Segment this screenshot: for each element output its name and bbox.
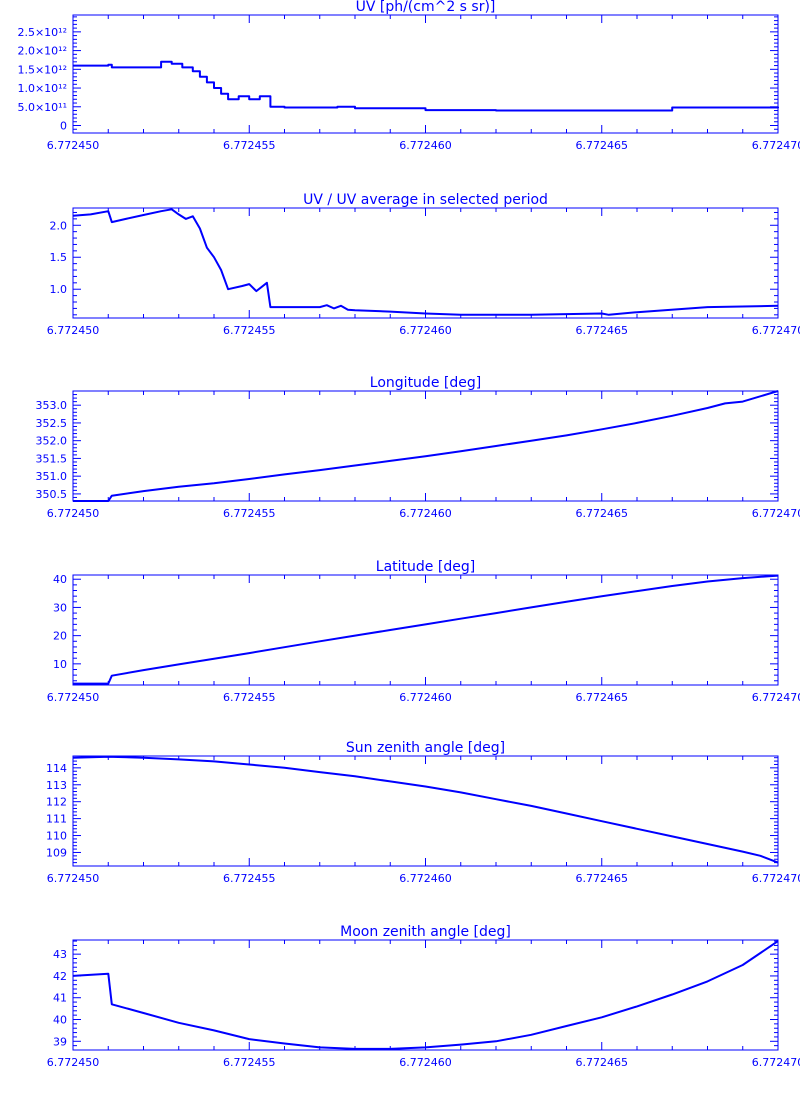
x-tick-label: 6.772450 xyxy=(47,324,100,337)
plot-frame xyxy=(72,14,779,134)
x-tick-label: 6.772465 xyxy=(576,691,629,704)
x-tick-label: 6.772460 xyxy=(399,1056,452,1069)
y-tick-label: 2.0 xyxy=(50,219,68,232)
y-tick-label: 42 xyxy=(53,970,67,983)
plot-frame xyxy=(72,207,779,319)
x-tick-label: 6.772450 xyxy=(47,691,100,704)
x-tick-label: 6.772460 xyxy=(399,507,452,520)
y-tick-label: 350.5 xyxy=(36,488,68,501)
x-tick-label: 6.772455 xyxy=(223,691,276,704)
x-tick-label: 6.772470 xyxy=(752,1056,800,1069)
x-tick-label: 6.772465 xyxy=(576,139,629,152)
y-tick-label: 351.0 xyxy=(36,470,68,483)
plot-frame xyxy=(72,574,779,686)
series-line-1 xyxy=(72,755,779,864)
y-tick-label: 2.0×10¹² xyxy=(17,45,67,58)
y-tick-label: 113 xyxy=(46,779,67,792)
chart-title: UV [ph/(cm^2 s sr)] xyxy=(356,0,496,15)
chart-title: Moon zenith angle [deg] xyxy=(340,924,511,940)
x-tick-label: 6.772455 xyxy=(223,1056,276,1069)
y-tick-label: 353.0 xyxy=(36,399,68,412)
x-tick-label: 6.772455 xyxy=(223,139,276,152)
x-tick-label: 6.772460 xyxy=(399,691,452,704)
x-tick-label: 6.772470 xyxy=(752,872,800,885)
y-tick-label: 0 xyxy=(60,120,67,133)
chart-title: Sun zenith angle [deg] xyxy=(346,740,505,756)
y-tick-label: 110 xyxy=(46,830,67,843)
x-tick-label: 6.772455 xyxy=(223,324,276,337)
y-tick-label: 41 xyxy=(53,992,67,1005)
x-tick-label: 6.772465 xyxy=(576,507,629,520)
chart-panel-1: UV [ph/(cm^2 s sr)] 6.772450 6.772455 6.772… xyxy=(17,0,800,152)
x-tick-label: 6.772465 xyxy=(576,324,629,337)
series-line-1 xyxy=(73,60,779,112)
y-tick-label: 39 xyxy=(53,1035,67,1048)
series-line-1 xyxy=(73,574,779,685)
y-tick-label: 40 xyxy=(53,573,67,586)
y-tick-label: 352.0 xyxy=(36,435,68,448)
y-tick-label: 10 xyxy=(53,658,67,671)
y-tick-label: 20 xyxy=(53,630,67,643)
x-tick-label: 6.772450 xyxy=(47,507,100,520)
x-tick-label: 6.772460 xyxy=(399,324,452,337)
y-tick-label: 351.5 xyxy=(36,452,68,465)
chart-title: Latitude [deg] xyxy=(376,559,475,575)
chart-title: UV / UV average in selected period xyxy=(303,192,548,208)
plot-frame xyxy=(72,390,779,502)
chart-panel-4: Latitude [deg] 6.772450 6.772455 6.772460 6.… xyxy=(47,559,800,704)
x-tick-label: 6.772470 xyxy=(752,691,800,704)
chart-panel-5: Sun zenith angle [deg] 6.772450 6.772455 6.… xyxy=(46,740,800,885)
x-tick-label: 6.772470 xyxy=(752,139,800,152)
x-tick-label: 6.772450 xyxy=(47,872,100,885)
y-tick-label: 30 xyxy=(53,601,67,614)
y-tick-label: 114 xyxy=(46,762,67,775)
chart-title: Longitude [deg] xyxy=(370,375,481,391)
plot-frame xyxy=(72,755,779,867)
y-tick-label: 40 xyxy=(53,1014,67,1027)
x-tick-label: 6.772460 xyxy=(399,872,452,885)
y-tick-label: 5.0×10¹¹ xyxy=(17,101,67,114)
y-tick-label: 43 xyxy=(53,948,67,961)
x-tick-label: 6.772460 xyxy=(399,139,452,152)
y-tick-label: 352.5 xyxy=(36,417,68,430)
series-line-1 xyxy=(72,940,779,1050)
chart-panel-3: Longitude [deg] 6.772450 6.772455 6.772460 6… xyxy=(36,375,800,520)
y-tick-label: 109 xyxy=(46,846,67,859)
y-tick-label: 1.5×10¹² xyxy=(17,63,67,76)
y-tick-label: 2.5×10¹² xyxy=(17,26,67,39)
x-tick-label: 6.772455 xyxy=(223,872,276,885)
chart-panel-2: UV / UV average in selected period 6.7724… xyxy=(47,192,800,337)
x-tick-label: 6.772470 xyxy=(752,507,800,520)
x-tick-label: 6.772470 xyxy=(752,324,800,337)
x-tick-label: 6.772450 xyxy=(47,1056,100,1069)
x-tick-label: 6.772465 xyxy=(576,872,629,885)
x-tick-label: 6.772455 xyxy=(223,507,276,520)
chart-panel-6: Moon zenith angle [deg] 6.772450 6.772455 6… xyxy=(47,924,800,1069)
y-tick-label: 111 xyxy=(46,813,67,826)
x-tick-label: 6.772450 xyxy=(47,139,100,152)
series-line-1 xyxy=(73,390,779,502)
y-tick-label: 1.5 xyxy=(50,251,68,264)
y-tick-label: 1.0×10¹² xyxy=(17,82,67,95)
y-tick-label: 112 xyxy=(46,796,67,809)
series-line-1 xyxy=(72,208,779,316)
y-tick-label: 1.0 xyxy=(50,283,68,296)
x-tick-label: 6.772465 xyxy=(576,1056,629,1069)
